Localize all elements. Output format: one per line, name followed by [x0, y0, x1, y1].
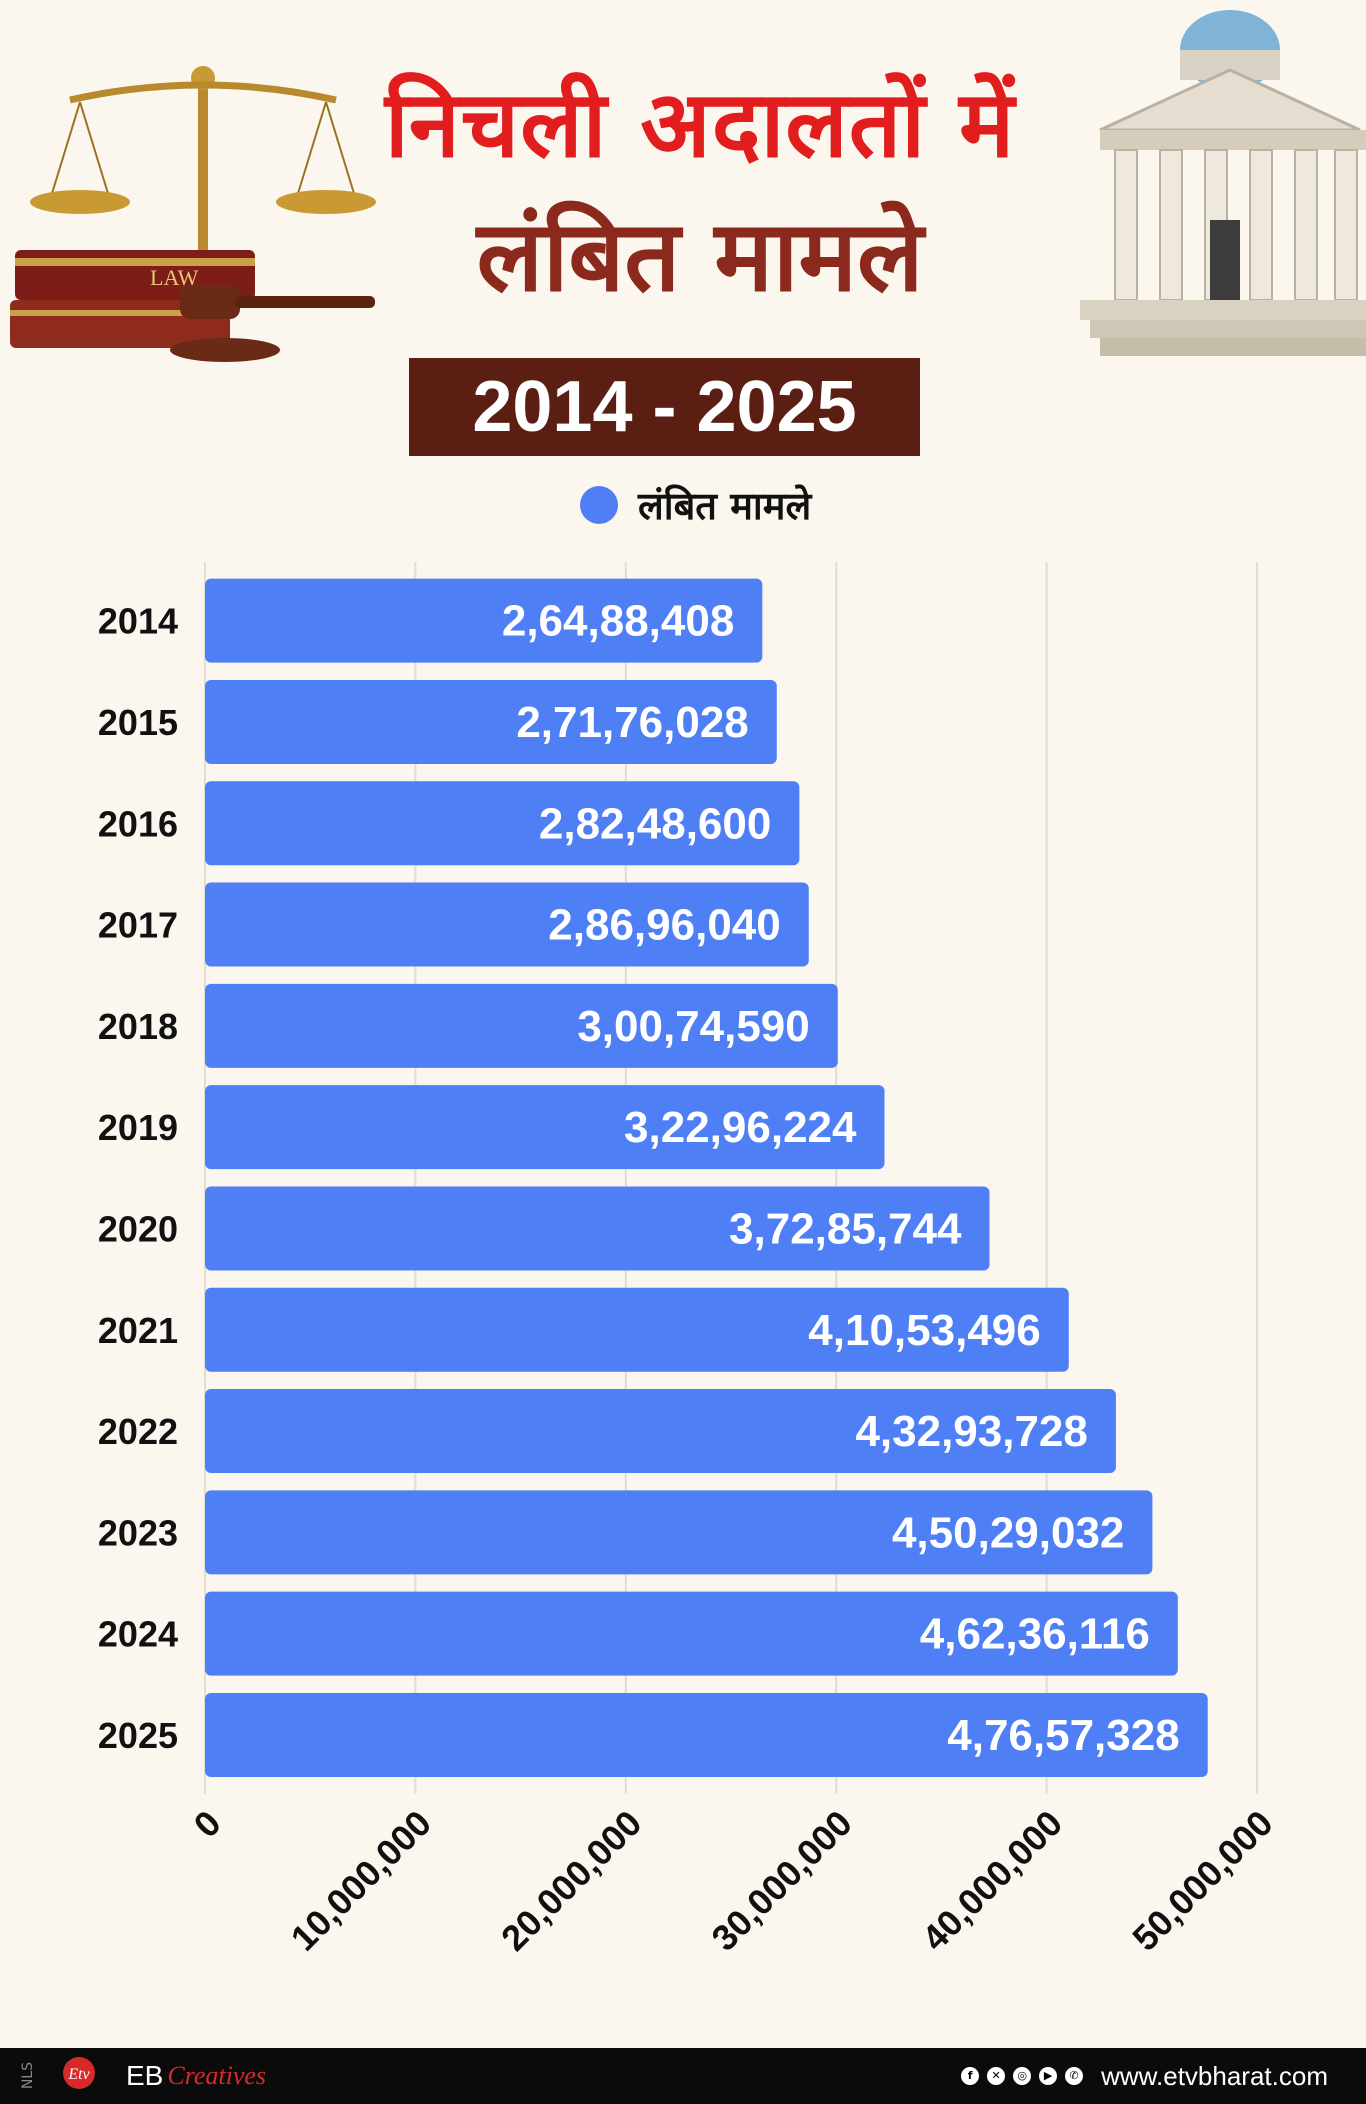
footer-nls-text: NLS [20, 2062, 36, 2090]
footer-url-link[interactable]: www.etvbharat.com [1101, 2060, 1328, 2091]
bar-value-label: 2,64,88,408 [502, 597, 734, 646]
category-label: 2019 [98, 1107, 178, 1148]
page-title-line1: निचली अदालतों में [384, 71, 1016, 178]
bar [205, 679, 777, 764]
category-label: 2017 [98, 905, 178, 946]
bar-value-label: 4,32,93,728 [855, 1407, 1087, 1456]
category-label: 2023 [98, 1512, 178, 1553]
bar [205, 781, 800, 866]
category-label: 2025 [98, 1715, 178, 1756]
x-tick-label: 50,000,000 [1124, 1802, 1280, 1958]
category-label: 2024 [98, 1614, 178, 1655]
bar [205, 1490, 1153, 1575]
bar-value-label: 4,10,53,496 [808, 1306, 1040, 1355]
page-title-line2: लंबित मामले [476, 200, 924, 314]
bar-value-label: 4,76,57,328 [947, 1711, 1179, 1760]
bar-value-label: 4,50,29,032 [892, 1508, 1124, 1557]
social-icons: f ✕ ◎ ▶ ✆ [961, 2067, 1084, 2085]
bar [205, 1591, 1178, 1676]
x-tick-label: 10,000,000 [283, 1802, 439, 1958]
bar-value-label: 3,72,85,744 [729, 1204, 962, 1253]
bar [205, 882, 809, 967]
bar-value-label: 3,00,74,590 [577, 1002, 809, 1051]
svg-text:Etv: Etv [67, 2066, 90, 2083]
bar [205, 578, 763, 663]
footer-bar: NLS Etv EB Creatives f ✕ ◎ ▶ ✆ www.etvbh… [0, 2048, 1366, 2104]
bar [205, 1186, 990, 1271]
footer-eb-text: EB [126, 2060, 164, 2091]
whatsapp-icon[interactable]: ✆ [1065, 2067, 1084, 2085]
footer-eb-sub-text: Creatives [167, 2061, 267, 2090]
bar-chart: 2,64,88,408 2014 2,71,76,028 2015 2,82,48,60… [98, 562, 1281, 1959]
scales-books-gavel-illustration: LAW [10, 66, 376, 362]
legend-label: लंबित मामले [638, 484, 812, 528]
bar [205, 1287, 1069, 1372]
bar-value-label: 2,71,76,028 [516, 698, 748, 747]
etv-bharat-logo-icon: Etv [54, 2052, 104, 2100]
category-label: 2021 [98, 1310, 178, 1351]
legend-marker [580, 486, 618, 524]
year-range-badge: 2014 - 2025 [409, 358, 920, 456]
youtube-icon[interactable]: ▶ [1039, 2067, 1058, 2085]
x-tick-label: 0 [186, 1802, 229, 1845]
courthouse-illustration [1080, 10, 1366, 356]
x-tick-label: 30,000,000 [703, 1802, 859, 1958]
bar-value-label: 3,22,96,224 [624, 1103, 857, 1152]
bar-value-label: 2,86,96,040 [548, 901, 780, 950]
category-label: 2018 [98, 1006, 178, 1047]
x-tick-label: 40,000,000 [914, 1802, 1070, 1958]
bar-value-label: 4,62,36,116 [920, 1610, 1150, 1659]
category-label: 2016 [98, 803, 178, 844]
facebook-icon[interactable]: f [961, 2067, 980, 2085]
category-label: 2020 [98, 1208, 178, 1249]
bar [205, 1389, 1116, 1474]
x-icon[interactable]: ✕ [987, 2067, 1006, 2085]
category-label: 2015 [98, 702, 178, 743]
category-label: 2014 [98, 601, 178, 642]
bar [205, 1085, 885, 1170]
bar-value-label: 2,82,48,600 [539, 799, 771, 848]
category-label: 2022 [98, 1411, 178, 1452]
instagram-icon[interactable]: ◎ [1013, 2067, 1032, 2085]
chart-legend: लंबित मामले [580, 482, 811, 528]
bar [205, 983, 838, 1068]
x-tick-label: 20,000,000 [493, 1802, 649, 1958]
bar [205, 1692, 1208, 1777]
